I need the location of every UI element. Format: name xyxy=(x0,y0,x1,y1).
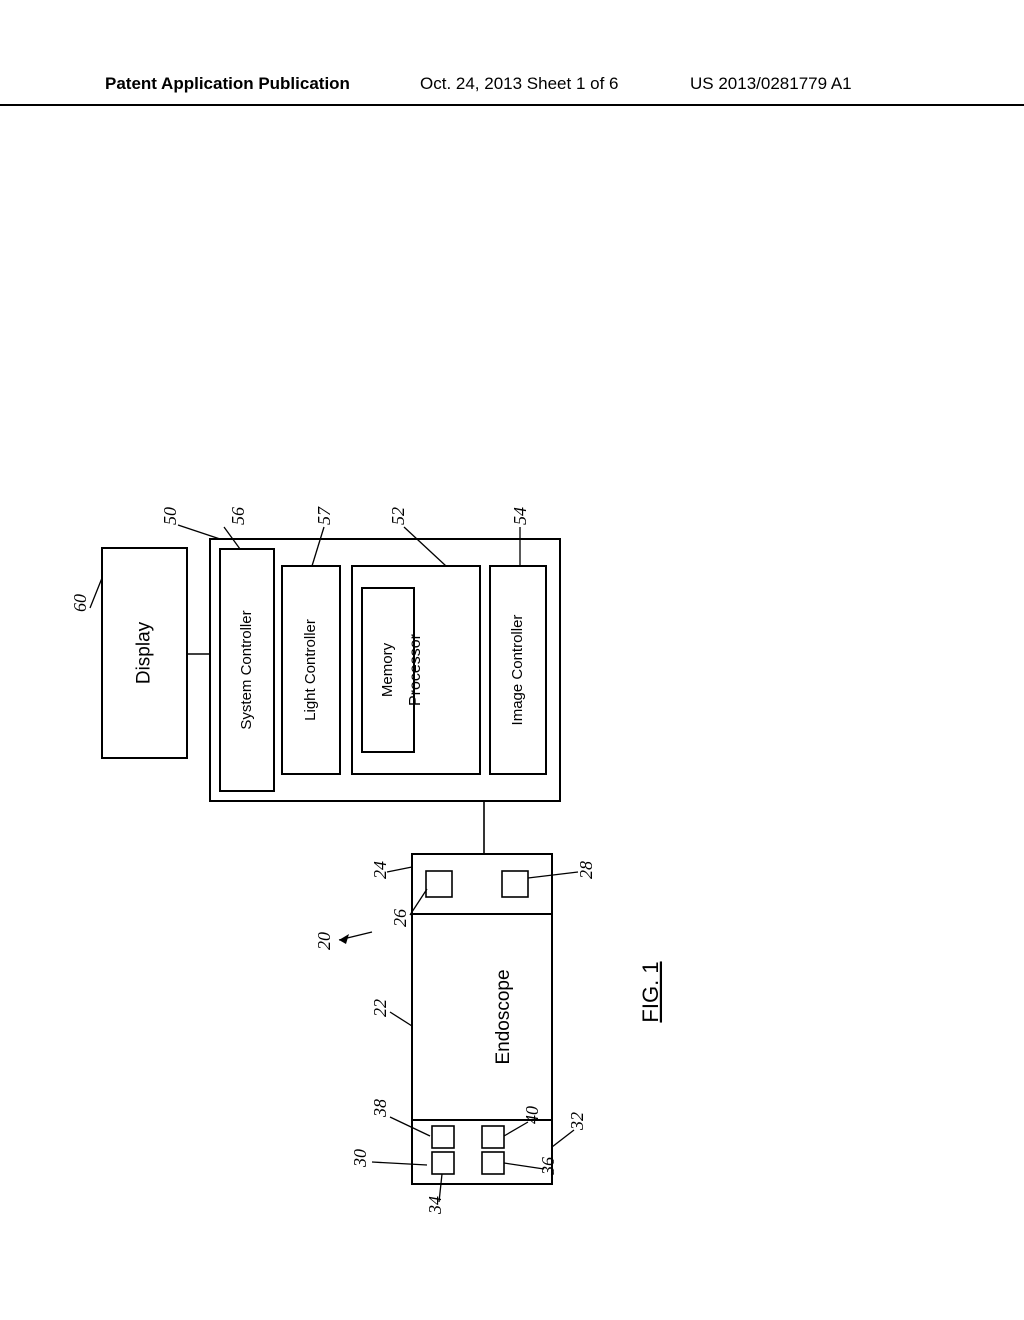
endoscope-body xyxy=(412,914,552,1120)
svg-text:60: 60 xyxy=(70,594,90,612)
tip-cell-3 xyxy=(482,1126,504,1148)
figure-svg: Display 60 50 System Controller 56 Light Cont… xyxy=(0,0,1024,1320)
svg-text:Image Controller: Image Controller xyxy=(509,615,526,726)
svg-text:38: 38 xyxy=(370,1099,390,1118)
svg-text:22: 22 xyxy=(370,999,390,1017)
svg-text:26: 26 xyxy=(390,909,410,927)
svg-text:56: 56 xyxy=(228,507,248,525)
svg-text:Processor: Processor xyxy=(407,633,424,706)
svg-text:System Controller: System Controller xyxy=(238,610,255,729)
connector-block xyxy=(412,854,552,914)
tip-cell-0 xyxy=(432,1152,454,1174)
tip-cell-2 xyxy=(482,1152,504,1174)
svg-text:57: 57 xyxy=(314,506,334,525)
page-root: Patent Application Publication Oct. 24, … xyxy=(0,0,1024,1320)
svg-text:40: 40 xyxy=(522,1106,542,1124)
svg-text:28: 28 xyxy=(576,861,596,879)
svg-text:Display: Display xyxy=(134,621,155,684)
svg-text:52: 52 xyxy=(388,507,408,525)
svg-text:24: 24 xyxy=(370,861,390,879)
tip-cell-1 xyxy=(432,1126,454,1148)
svg-text:54: 54 xyxy=(510,507,530,525)
svg-text:30: 30 xyxy=(350,1149,370,1168)
svg-text:Light Controller: Light Controller xyxy=(302,619,319,721)
svg-text:32: 32 xyxy=(567,1112,587,1131)
svg-text:Memory: Memory xyxy=(379,642,396,697)
svg-text:36: 36 xyxy=(538,1157,558,1176)
connector-cell-1 xyxy=(502,871,528,897)
svg-text:50: 50 xyxy=(160,507,180,525)
connector-cell-0 xyxy=(426,871,452,897)
svg-text:Endoscope: Endoscope xyxy=(493,969,514,1064)
svg-text:34: 34 xyxy=(425,1196,445,1215)
svg-text:20: 20 xyxy=(314,932,334,950)
figure-caption: FIG. 1 xyxy=(638,961,663,1022)
